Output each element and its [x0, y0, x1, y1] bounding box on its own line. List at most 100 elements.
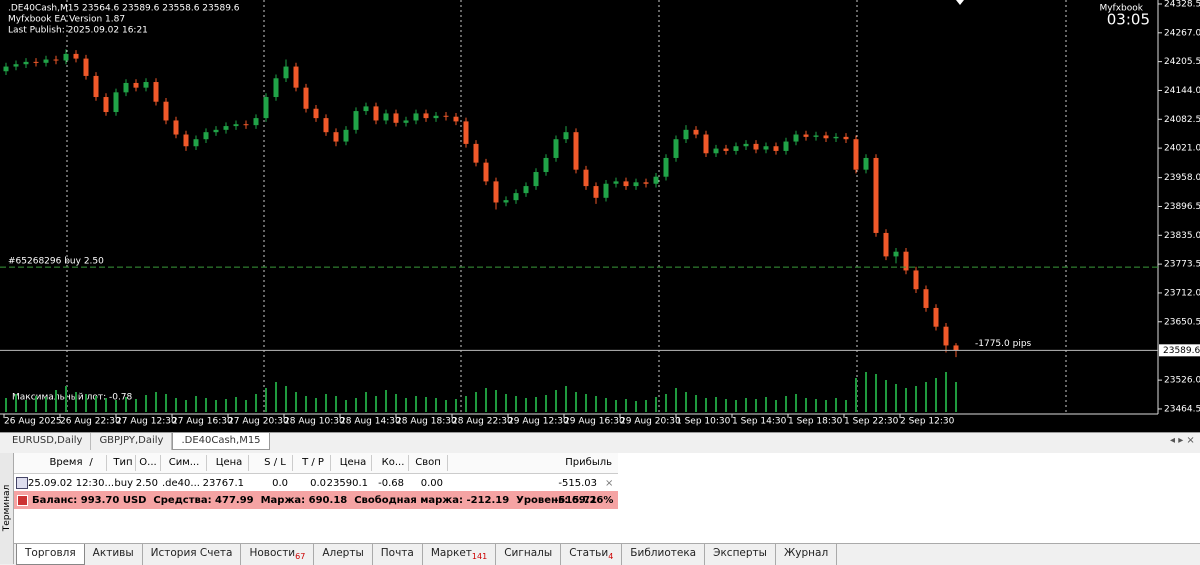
candle-body	[23, 61, 29, 65]
brand: Myfxbook	[1099, 4, 1143, 14]
candle-body	[3, 66, 9, 72]
chart-tab[interactable]: EURUSD,Daily	[4, 433, 92, 450]
candle-body	[113, 92, 119, 113]
bottom-tab[interactable]: Почта	[373, 544, 423, 565]
shift-marker	[956, 0, 964, 5]
candle-body	[173, 120, 179, 135]
candle-body	[123, 82, 129, 93]
volume-bar	[745, 398, 747, 412]
bottom-tab[interactable]: Торговля	[16, 544, 85, 565]
volume-bar	[205, 398, 207, 412]
candle-body	[213, 129, 219, 133]
bottom-tab[interactable]: Библиотека	[622, 544, 706, 565]
candle-body	[883, 232, 889, 257]
candle-body	[833, 136, 839, 139]
volume-bar	[895, 384, 897, 412]
volume-bar	[215, 400, 217, 412]
x-tick-label: 28 Aug 18:30	[396, 417, 457, 427]
close-button[interactable]: ×	[605, 478, 614, 489]
volume-bar	[65, 386, 67, 412]
volume-bar	[675, 388, 677, 412]
x-tick-label: 28 Aug 14:30	[340, 417, 401, 427]
candle-body	[13, 64, 19, 67]
candle-body	[333, 132, 339, 142]
bottom-tab[interactable]: Новости67	[241, 544, 315, 565]
candle-body	[423, 113, 429, 119]
header-cell: T / P	[302, 457, 324, 468]
bottom-tab[interactable]: История Счета	[143, 544, 242, 565]
x-tick-label: 29 Aug 20:30	[620, 417, 681, 427]
candle-body	[443, 115, 449, 117]
tab-label: Маркет	[430, 547, 472, 559]
volume-bar	[435, 398, 437, 412]
candle-body	[93, 75, 99, 98]
pips-label: -1775.0 pips	[975, 339, 1032, 349]
candle-body	[853, 139, 859, 170]
row-cell: 25.09.02 12:30...	[28, 478, 115, 489]
summary-icon	[17, 495, 28, 506]
candle-body	[153, 82, 159, 102]
candle-body	[373, 106, 379, 121]
candle-body	[653, 176, 659, 184]
chart: .DE40Cash,M15 23564.6 23589.6 23558.6 23…	[0, 0, 1200, 432]
x-tick-label: 1 Sep 18:30	[788, 417, 843, 427]
volume-bar	[645, 400, 647, 412]
header-cell: Своп	[415, 457, 441, 468]
volume-bar	[565, 386, 567, 412]
bottom-tab[interactable]: Статьи4	[561, 544, 623, 565]
candle-body	[413, 113, 419, 121]
volume-bar	[605, 398, 607, 412]
y-tick-label: 24205.5	[1164, 57, 1200, 67]
row-cell: 0.0	[310, 478, 326, 489]
volume-bar	[935, 378, 937, 412]
bottom-tab[interactable]: Активы	[85, 544, 143, 565]
candle-body	[893, 251, 899, 257]
candle-body	[943, 326, 949, 346]
bottom-tab[interactable]: Эксперты	[705, 544, 776, 565]
bottom-tab[interactable]: Сигналы	[496, 544, 562, 565]
volume-bar	[475, 392, 477, 412]
col-sep	[292, 455, 293, 471]
chart-tab[interactable]: .DE40Cash,M15	[172, 433, 270, 450]
volume-bar	[325, 394, 327, 412]
row-cell: 23767.1	[202, 478, 244, 489]
candle-body	[403, 120, 409, 123]
col-sep	[447, 455, 448, 471]
y-tick-label: 24082.5	[1164, 115, 1200, 125]
volume-bar	[795, 394, 797, 412]
summary-text: Баланс: 993.70 USD Средства: 477.99 Марж…	[32, 495, 614, 506]
candle-body	[73, 53, 79, 59]
volume-bar	[715, 397, 717, 412]
candle-body	[473, 143, 479, 163]
x-tick-label: 26 Aug 2025	[4, 417, 62, 427]
header-cell: Цена	[215, 457, 243, 468]
candle-body	[53, 59, 59, 61]
bottom-tab[interactable]: Журнал	[776, 544, 838, 565]
bottom-tabs: Торговля Активы История Счета Новости67 Алер…	[14, 543, 1200, 565]
y-tick-label: 23896.5	[1164, 202, 1200, 212]
tab-label: Торговля	[25, 547, 76, 559]
chart-tab[interactable]: GBPJPY,Daily	[91, 433, 173, 450]
candle-body	[493, 181, 499, 203]
volume-bar	[75, 392, 77, 412]
candle-body	[793, 134, 799, 142]
order-label: #65268296 buy 2.50	[8, 257, 104, 267]
volume-bar	[365, 392, 367, 412]
tab-label: Журнал	[783, 547, 829, 559]
bottom-tab[interactable]: Алерты	[314, 544, 373, 565]
candle-body	[453, 116, 459, 122]
y-tick-label: 23526.0	[1164, 376, 1200, 386]
candle-body	[663, 157, 669, 177]
tab-arrows[interactable]: ◂ ▸ ×	[1170, 435, 1195, 446]
volume-bar	[905, 388, 907, 412]
volume-bar	[865, 372, 867, 412]
volume-bar	[35, 396, 37, 412]
x-tick-label: 1 Sep 14:30	[732, 417, 787, 427]
y-tick-label: 23464.5	[1164, 404, 1200, 414]
candle-body	[923, 289, 929, 308]
symbol-line: .DE40Cash,M15 23564.6 23589.6 23558.6 23…	[8, 4, 240, 14]
volume-bar	[5, 398, 7, 412]
x-tick-label: 29 Aug 12:30	[508, 417, 569, 427]
bottom-tab[interactable]: Маркет141	[423, 544, 497, 565]
